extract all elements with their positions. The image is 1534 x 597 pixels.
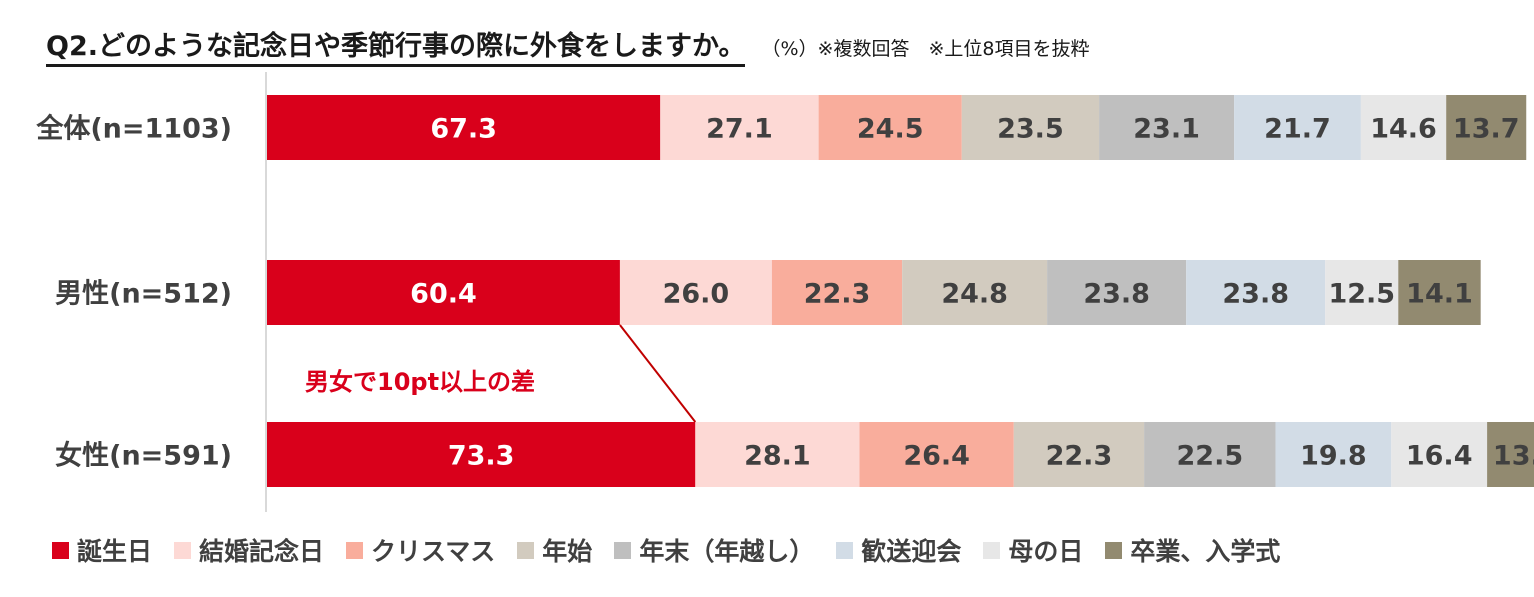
difference-connector-line: [619, 324, 697, 423]
data-label: 26.4: [903, 441, 970, 472]
data-label: 28.1: [744, 441, 811, 472]
bar-segment: [660, 95, 819, 160]
bar-segment: [267, 260, 620, 325]
legend-label: 誕生日: [77, 537, 153, 566]
legend-swatch: [517, 541, 535, 559]
data-label: 14.6: [1370, 114, 1437, 145]
legend-label: 年始: [542, 537, 593, 566]
data-label: 19.8: [1300, 441, 1367, 472]
bar-segment: [1360, 95, 1447, 160]
legend-swatch: [983, 541, 1001, 559]
legend-label: 歓送迎会: [861, 537, 962, 566]
data-label: 23.5: [997, 114, 1064, 145]
data-label: 73.3: [448, 441, 515, 472]
data-label: 67.3: [430, 114, 497, 145]
data-label: 13.4: [1493, 441, 1534, 472]
bar-segment: [1234, 95, 1361, 160]
category-label: 女性(n=591): [55, 440, 232, 472]
bar-segment: [267, 422, 696, 487]
bar-segment: [1099, 95, 1235, 160]
difference-annotation: 男女で10pt以上の差: [305, 368, 535, 396]
data-label: 16.4: [1406, 441, 1473, 472]
bar-segment: [1391, 422, 1488, 487]
data-label: 27.1: [706, 114, 773, 145]
bar-segment: [695, 422, 860, 487]
bar-segment: [771, 260, 903, 325]
data-label: 21.7: [1264, 114, 1331, 145]
bar-segment: [859, 422, 1014, 487]
legend-item: 母の日: [983, 532, 1083, 568]
legend-item: クリスマス: [346, 532, 495, 568]
bar-segment: [619, 260, 772, 325]
category-label: 男性(n=512): [55, 279, 232, 310]
chart-header: Q2.どのような記念日や季節行事の際に外食をしますか。 （%）※複数回答 ※上位…: [46, 24, 1089, 67]
bar-segment: [1013, 422, 1145, 487]
legend-item: 年始: [517, 532, 592, 568]
data-label: 24.8: [941, 279, 1008, 310]
data-label: 23.8: [1083, 279, 1150, 310]
bar-segment: [818, 95, 962, 160]
data-label: 24.5: [857, 114, 924, 145]
bar-segment: [1325, 260, 1399, 325]
stacked-bar-chart: 全体(n=1103) 67.3 27.1 24.5 23.5 23.1 21.7 14.6 13…: [35, 72, 1534, 512]
data-label: 22.5: [1177, 441, 1244, 472]
legend-item: 誕生日: [52, 532, 152, 568]
legend-item: 卒業、入学式: [1105, 532, 1280, 568]
data-label: 23.1: [1133, 114, 1200, 145]
chart-legend: 誕生日 結婚記念日 クリスマス 年始 年末（年越し） 歓送迎会 母の日 卒業、入学式: [52, 532, 1302, 568]
legend-swatch: [174, 541, 192, 559]
bar-segment: [1275, 422, 1392, 487]
data-label: 14.1: [1406, 279, 1473, 310]
bar-segment: [1487, 422, 1534, 487]
bar-segment: [1398, 260, 1481, 325]
bar-segment: [267, 95, 661, 160]
data-label: 12.5: [1328, 279, 1395, 310]
legend-label: 卒業、入学式: [1130, 537, 1281, 566]
bar-segment: [1144, 422, 1276, 487]
legend-label: 母の日: [1008, 537, 1084, 566]
bar-segment: [1047, 260, 1187, 325]
legend-item: 年末（年越し）: [614, 532, 814, 568]
chart-title: Q2.どのような記念日や季節行事の際に外食をしますか。: [46, 24, 746, 67]
legend-swatch: [52, 541, 69, 559]
legend-swatch: [614, 541, 632, 559]
bar-segment: [1186, 260, 1326, 325]
category-label: 全体(n=1103): [35, 113, 232, 145]
legend-item: 歓送迎会: [836, 532, 961, 568]
legend-swatch: [1105, 541, 1123, 559]
data-label: 22.3: [1046, 441, 1113, 472]
legend-swatch: [346, 541, 364, 559]
data-label: 23.8: [1222, 279, 1289, 310]
bar-segment: [961, 95, 1100, 160]
legend-label: 年末（年越し）: [639, 537, 815, 566]
data-label: 13.7: [1453, 114, 1520, 145]
data-label: 26.0: [663, 279, 730, 310]
data-label: 22.3: [804, 279, 871, 310]
chart-note: （%）※複数回答 ※上位8項目を抜粋: [761, 38, 1090, 60]
legend-swatch: [836, 541, 854, 559]
legend-label: クリスマス: [371, 537, 496, 566]
bar-segment: [1446, 95, 1527, 160]
bar-segment: [902, 260, 1048, 325]
data-label: 60.4: [410, 279, 477, 310]
legend-item: 結婚記念日: [174, 532, 324, 568]
legend-label: 結婚記念日: [199, 537, 325, 566]
